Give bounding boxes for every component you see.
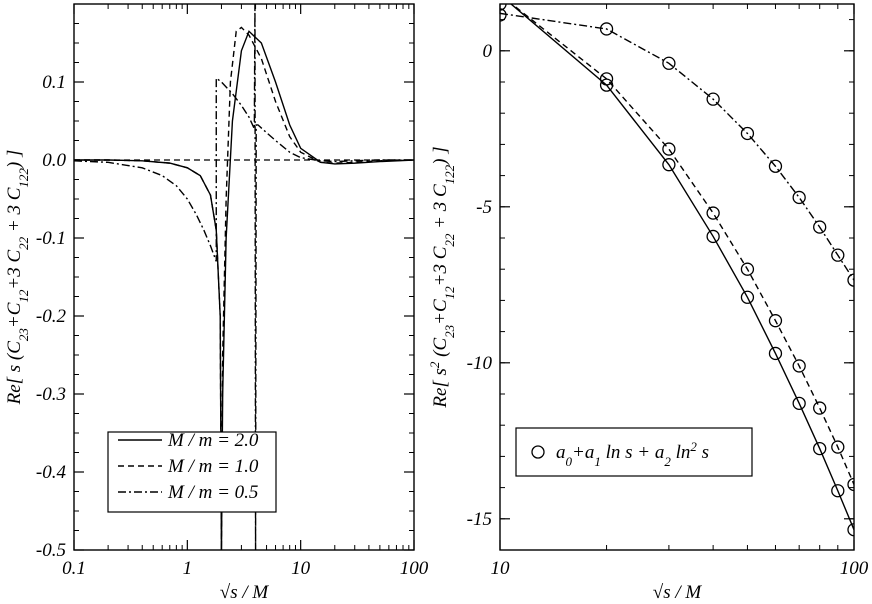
fit-marker <box>599 72 614 86</box>
fit-marker <box>706 92 720 106</box>
fit-marker <box>831 484 845 498</box>
fit-marker <box>813 441 827 456</box>
right-chart: 10 100 0 -5 -10 -15 √s / M Re[ s2 (C23+C12+3 C2… <box>427 0 869 603</box>
series-line-1 <box>74 26 414 550</box>
y-tick-label: 0 <box>483 41 493 62</box>
left-chart: 0.1 1 10 100 -0.5 -0.4 -0.3 -0.2 -0.1 0.0 0.1 √s / … <box>4 3 429 603</box>
fit-marker <box>740 262 755 276</box>
y-tick-label: -0.1 <box>36 228 66 249</box>
x-tick-label: 100 <box>400 558 429 579</box>
fit-marker <box>847 273 854 287</box>
fit-marker <box>599 78 614 92</box>
x-tick-label: 0.1 <box>62 558 86 579</box>
x-tick-label: 1 <box>183 558 193 579</box>
y-axis-label: Re[ s2 (C23+C12+3 C22 + 3 C122) ] <box>427 146 457 408</box>
fit-marker <box>813 401 827 415</box>
y-tick-label: 0.0 <box>42 150 66 171</box>
y-tick-label: -15 <box>467 509 492 530</box>
y-tick-label: -0.2 <box>36 306 67 327</box>
y-tick-label: 0.1 <box>42 72 66 93</box>
legend-label: M / m = 1.0 <box>167 456 259 477</box>
fit-marker <box>847 477 854 492</box>
fit-marker <box>768 346 783 361</box>
fit-marker <box>792 359 806 373</box>
left-plot-area <box>74 4 414 550</box>
right-plot-area <box>494 0 854 537</box>
series-line-2 <box>74 4 414 550</box>
fit-marker <box>599 22 614 36</box>
fit-marker <box>792 396 806 411</box>
fit-marker <box>831 440 845 454</box>
y-axis-label: Re[ s (C23+C12+3 C22 + 3 C122) ] <box>4 150 31 406</box>
series-line-1 <box>510 4 854 485</box>
fit-marker <box>662 56 676 70</box>
legend-label: M / m = 0.5 <box>167 482 258 503</box>
x-tick-label: 10 <box>291 558 311 579</box>
fit-marker <box>740 290 755 304</box>
fit-marker <box>706 206 720 220</box>
legend: a0+a1 ln s + a2 ln2 s <box>515 427 753 477</box>
legend-box <box>107 431 277 513</box>
fit-marker <box>847 523 854 537</box>
fit-marker <box>494 0 506 1</box>
series-line-2 <box>500 12 854 281</box>
y-tick-label: -0.3 <box>36 384 66 405</box>
fit-marker <box>740 126 755 141</box>
legend: M / m = 2.0 M / m = 1.0 M / m = 0.5 <box>107 430 277 513</box>
x-axis-label: √s / M <box>220 582 270 603</box>
right-frame <box>499 3 855 551</box>
fit-marker <box>831 248 845 262</box>
fit-marker <box>662 142 676 156</box>
fit-marker <box>792 190 806 205</box>
y-tick-label: -5 <box>476 197 492 218</box>
x-axis-label: √s / M <box>653 582 703 603</box>
x-tick-label: 10 <box>491 558 511 579</box>
legend-marker <box>531 445 545 459</box>
fit-marker <box>500 8 507 22</box>
y-tick-label: -10 <box>467 353 493 374</box>
fit-marker <box>706 229 720 244</box>
y-tick-label: -0.5 <box>36 540 66 561</box>
y-tick-label: -0.4 <box>36 462 67 483</box>
fit-marker <box>813 220 827 234</box>
series-line-0 <box>509 4 854 530</box>
fit-marker <box>768 159 783 173</box>
fit-marker <box>768 314 783 328</box>
legend-box <box>515 427 753 477</box>
legend-label: M / m = 2.0 <box>167 430 259 451</box>
fit-marker <box>662 158 676 172</box>
x-tick-label: 100 <box>840 558 869 579</box>
